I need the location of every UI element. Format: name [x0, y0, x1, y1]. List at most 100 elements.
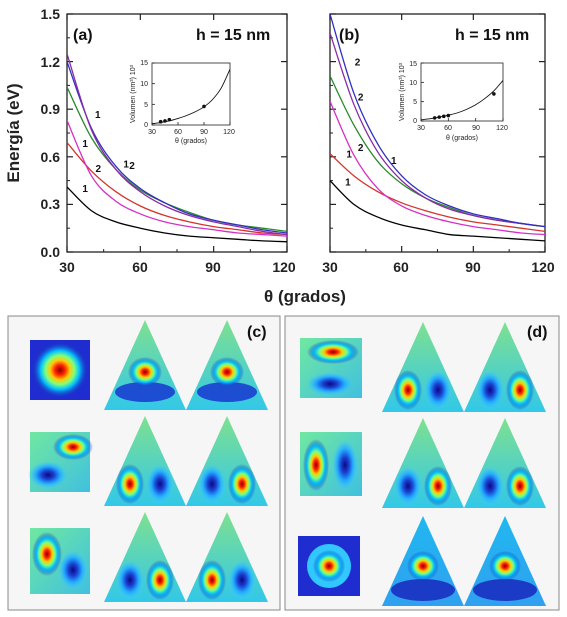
inset-ticks-b	[420, 62, 504, 122]
series-line-1	[67, 186, 287, 243]
inset-point-2	[437, 115, 442, 119]
mode-panel-c: (c)	[7, 315, 281, 611]
mode-d-row1-square	[300, 338, 362, 398]
series-line-3	[330, 101, 545, 236]
inset-plot-a	[152, 69, 230, 125]
y-axis-label: Energía (eV)	[4, 83, 23, 182]
panel-a: 112 1 21 (a) h = 15 nm 0.0 0.3 0.6 0.9 1.2…	[4, 6, 296, 275]
curve-label-3: 2	[95, 164, 101, 175]
curve-label-2: 1	[346, 149, 352, 160]
mode-c-row3-tri2	[186, 512, 268, 602]
inset-point-5	[492, 92, 496, 96]
inset-frame-a	[151, 62, 231, 126]
curve-label-5: 2	[358, 92, 364, 103]
mode-c-row1-tri2	[186, 320, 268, 410]
tick-marks-a	[66, 13, 288, 253]
y-tick-2: 0.6	[41, 149, 61, 165]
curve-label-3: 2	[358, 143, 364, 154]
curve-label-1: 1	[82, 184, 88, 195]
mode-d-row2-square	[300, 432, 362, 496]
mode-d-row2-tri2	[464, 418, 546, 508]
curve-label-4: 1	[123, 160, 129, 171]
inset-a-ytick-3: 15	[140, 60, 148, 67]
inset-a-ytick-0: 0	[144, 122, 148, 129]
inset-a-ytick-1: 5	[144, 102, 148, 109]
inset-point-2	[163, 119, 167, 123]
mode-c-row2-square	[28, 432, 93, 492]
panel-label-a: (a)	[73, 27, 93, 44]
inset-b-ylabel: Volumen (nm³) 10³	[399, 62, 406, 121]
inset-point-3	[441, 114, 446, 119]
inset-a-ytick-2: 10	[140, 81, 148, 88]
panel-label-b: (b)	[339, 27, 359, 44]
y-tick-labels: 0.0 0.3 0.6 0.9 1.2 1.5	[41, 6, 61, 260]
inset-b-xtick-0: 30	[417, 125, 425, 132]
inset-b-xlabel: θ (grados)	[446, 135, 478, 142]
curve-label-6: 1	[95, 110, 101, 121]
inset-point-1	[158, 119, 163, 124]
inset-ticks-a	[151, 62, 231, 126]
y-tick-4: 1.2	[41, 54, 61, 70]
panel-label-c: (c)	[247, 324, 267, 341]
curve-label-6: 2	[355, 58, 361, 69]
mode-d-row3-square	[298, 536, 360, 596]
mode-c-row3-square	[30, 528, 90, 594]
annotation-b: h = 15 nm	[455, 27, 529, 44]
x-tick-a-1: 60	[132, 259, 148, 275]
inset-point-4	[202, 104, 206, 109]
series-line-3	[67, 120, 287, 237]
mode-d-row1-tri2	[464, 322, 546, 412]
curve-label-1: 1	[345, 178, 351, 189]
curve-label-4: 1	[391, 156, 397, 167]
mode-d-row1-tri1	[382, 322, 464, 412]
inset-frame-b	[420, 62, 504, 122]
x-tick-b-1: 60	[393, 259, 409, 275]
inset-b-ytick-0: 0	[413, 118, 417, 125]
series-line-5	[67, 61, 287, 234]
inset-a-xtick-3: 120	[223, 129, 235, 136]
inset-b-xtick-3: 120	[496, 125, 508, 132]
x-axis-label: θ (grados)	[264, 287, 346, 306]
series-group-a	[67, 53, 287, 243]
series-line-6	[330, 14, 545, 228]
series-line-5	[330, 32, 545, 228]
series-line-2	[67, 142, 287, 236]
curve-label-5: 2	[129, 161, 135, 172]
inset-point-4	[446, 113, 451, 118]
x-tick-labels-b: 30 60 90 120	[322, 259, 555, 275]
inset-b-xtick-2: 90	[472, 125, 480, 132]
inset-a-xtick-0: 30	[148, 129, 156, 136]
x-tick-b-0: 30	[322, 259, 338, 275]
inset-b: 0 5 10 15 30 60 90 120 θ (grados) Volume…	[399, 61, 508, 142]
curve-labels-a: 112 1 21	[82, 110, 135, 195]
inset-a-xtick-2: 90	[200, 129, 208, 136]
inset-point-3	[167, 117, 172, 122]
series-line-2	[330, 153, 545, 233]
curve-label-2: 1	[82, 139, 88, 150]
y-tick-3: 0.9	[41, 101, 61, 117]
inset-a-xtick-1: 60	[174, 129, 182, 136]
series-line-4	[67, 86, 287, 233]
inset-a-xlabel: θ (grados)	[175, 138, 207, 145]
inset-b-ytick-1: 5	[413, 99, 417, 106]
mode-d-row3-tri1	[382, 516, 464, 606]
annotation-a: h = 15 nm	[196, 27, 270, 44]
plot-frame-b	[329, 13, 546, 253]
x-tick-a-3: 120	[272, 259, 296, 275]
mode-c-row2-tri1	[104, 416, 186, 506]
inset-plot-b	[421, 80, 503, 121]
mode-panel-d: (d)	[284, 315, 560, 611]
mode-c-row3-tri1	[104, 512, 186, 602]
x-tick-a-2: 90	[205, 259, 221, 275]
y-tick-0: 0.0	[41, 244, 61, 260]
x-tick-b-3: 120	[531, 259, 555, 275]
inset-b-ytick-2: 10	[409, 80, 417, 87]
mode-c-row1-square	[30, 340, 90, 400]
mode-d-row2-tri1	[382, 418, 464, 508]
inset-a: 0 5 10 15 30 60 90 120 θ (grados) Volume…	[130, 60, 235, 145]
y-tick-5: 1.5	[41, 6, 61, 22]
mode-c-row1-tri1	[104, 320, 186, 410]
